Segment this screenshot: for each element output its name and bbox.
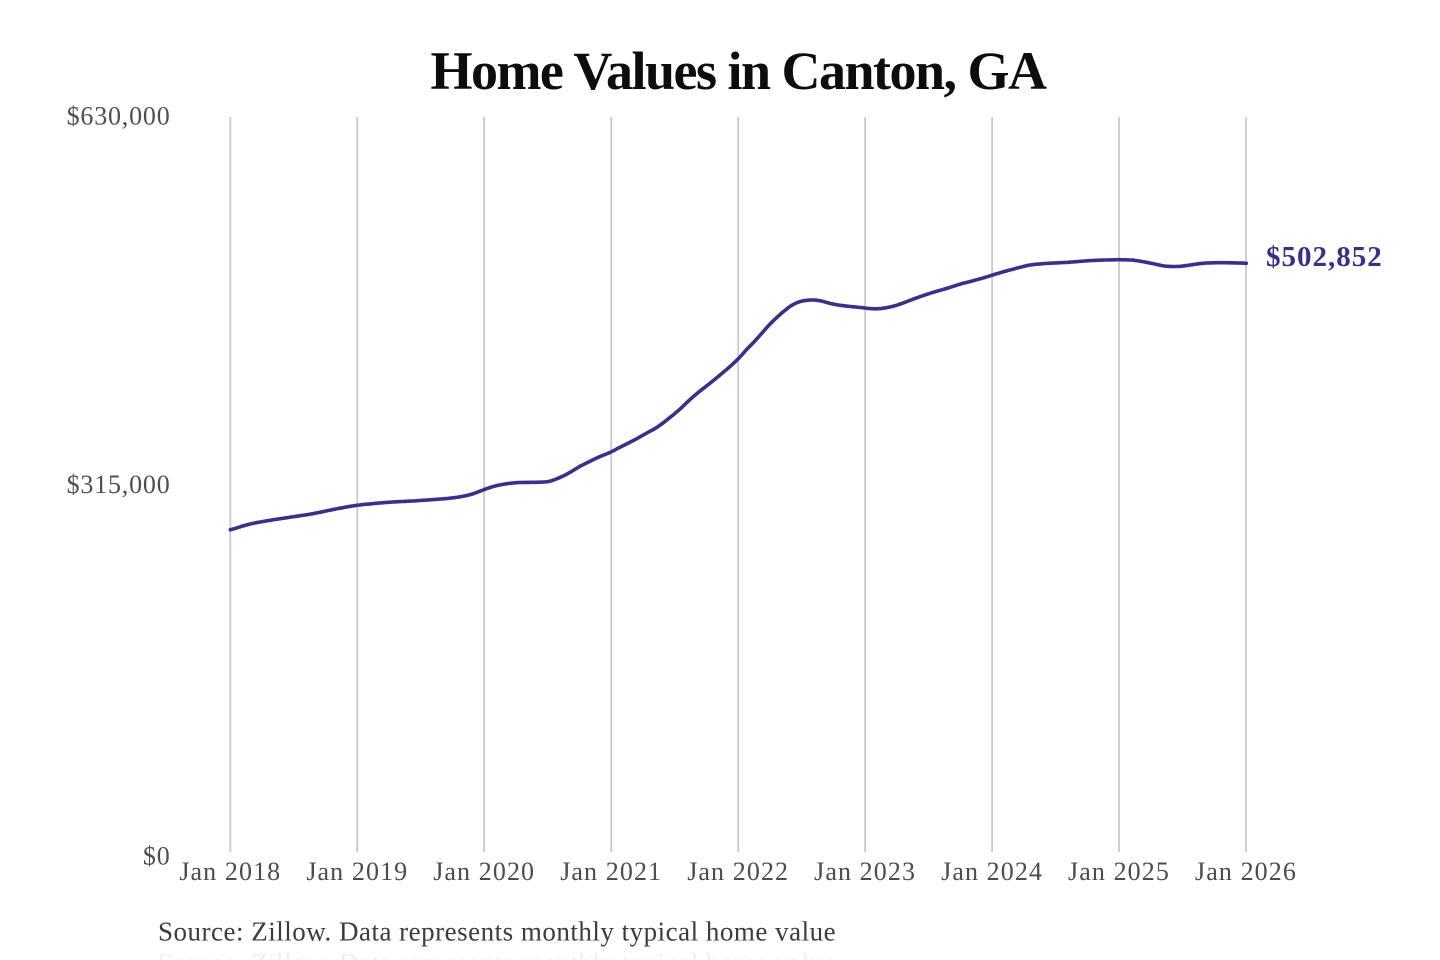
svg-text:Jan 2019: Jan 2019	[306, 857, 408, 886]
svg-text:Jan 2023: Jan 2023	[814, 857, 916, 886]
svg-text:Jan 2021: Jan 2021	[560, 857, 662, 886]
svg-text:Jan 2022: Jan 2022	[687, 857, 789, 886]
svg-text:Jan 2020: Jan 2020	[433, 857, 535, 886]
svg-text:$630,000: $630,000	[67, 102, 171, 131]
svg-text:$502,852: $502,852	[1266, 241, 1383, 273]
svg-text:Jan 2026: Jan 2026	[1195, 857, 1297, 886]
svg-text:Source: Zillow. Data represent: Source: Zillow. Data represents monthly …	[158, 948, 836, 960]
svg-text:Jan 2025: Jan 2025	[1068, 857, 1170, 886]
svg-text:Jan 2024: Jan 2024	[941, 857, 1043, 886]
svg-text:$315,000: $315,000	[67, 470, 171, 499]
svg-text:Source: Zillow. Data represent: Source: Zillow. Data represents monthly …	[158, 917, 836, 947]
svg-text:Jan 2018: Jan 2018	[179, 857, 281, 886]
svg-text:Home Values in Canton, GA: Home Values in Canton, GA	[430, 41, 1047, 101]
svg-text:$0: $0	[143, 842, 171, 871]
